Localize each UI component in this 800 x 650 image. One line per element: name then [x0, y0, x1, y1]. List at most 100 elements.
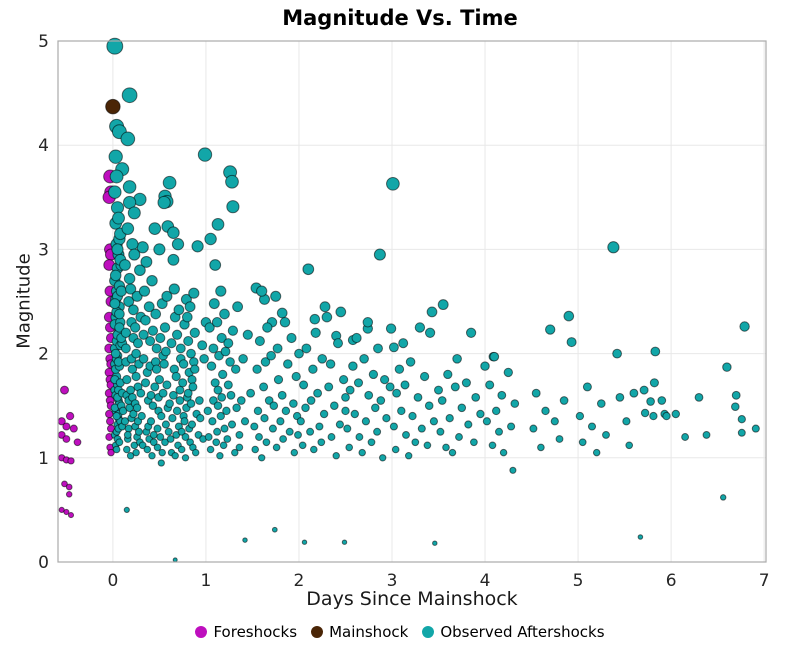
data-point-observed-aftershocks: [126, 238, 139, 251]
data-point-observed-aftershocks: [751, 424, 760, 433]
data-point-observed-aftershocks: [149, 430, 158, 439]
data-point-observed-aftershocks: [317, 438, 326, 447]
data-point-observed-aftershocks: [227, 420, 237, 429]
data-point-observed-aftershocks: [121, 222, 135, 235]
data-point-observed-aftershocks: [213, 427, 222, 436]
data-point-observed-aftershocks: [448, 448, 457, 457]
data-point-observed-aftershocks: [315, 422, 324, 431]
data-point-observed-aftershocks: [148, 222, 162, 235]
data-point-observed-aftershocks: [160, 346, 171, 357]
data-point-observed-aftershocks: [236, 396, 246, 405]
data-point-mainshock: [105, 98, 121, 115]
data-point-observed-aftershocks: [223, 435, 232, 443]
data-point-foreshocks: [107, 448, 115, 457]
data-point-observed-aftershocks: [138, 353, 149, 364]
data-point-observed-aftershocks: [134, 427, 143, 436]
data-point-observed-aftershocks: [259, 382, 269, 392]
data-point-observed-aftershocks: [148, 401, 158, 411]
data-point-observed-aftershocks: [285, 427, 294, 436]
data-point-observed-aftershocks: [211, 218, 225, 231]
data-point-observed-aftershocks: [195, 396, 204, 405]
data-point-observed-aftershocks: [164, 427, 173, 436]
data-point-observed-aftershocks: [445, 414, 454, 423]
data-point-observed-aftershocks: [181, 433, 190, 441]
data-point-observed-aftershocks: [639, 385, 649, 395]
data-point-observed-aftershocks: [731, 390, 741, 400]
data-point-observed-aftershocks: [112, 411, 121, 421]
data-point-observed-aftershocks: [132, 448, 140, 457]
data-point-observed-aftershocks: [220, 424, 229, 433]
data-point-observed-aftershocks: [158, 388, 168, 398]
x-tick-label: 7: [759, 571, 770, 591]
data-point-observed-aftershocks: [587, 422, 597, 431]
data-point-observed-aftershocks: [510, 399, 520, 408]
data-point-observed-aftershocks: [306, 427, 315, 436]
data-point-observed-aftershocks: [276, 417, 285, 426]
data-point-observed-aftershocks: [419, 371, 430, 382]
data-point-observed-aftershocks: [162, 380, 172, 390]
data-point-observed-aftershocks: [563, 310, 575, 322]
data-point-observed-aftershocks: [171, 329, 183, 340]
data-point-observed-aftershocks: [128, 304, 139, 316]
data-point-observed-aftershocks: [325, 359, 336, 369]
data-point-observed-aftershocks: [178, 378, 188, 388]
data-point-observed-aftershocks: [464, 420, 473, 429]
data-point-observed-aftershocks: [482, 417, 492, 426]
foreshocks-marker-icon: [195, 626, 208, 638]
data-point-observed-aftershocks: [408, 411, 417, 421]
data-point-observed-aftershocks: [184, 301, 196, 313]
data-point-observed-aftershocks: [138, 329, 149, 340]
data-point-observed-aftershocks: [341, 406, 350, 416]
data-point-observed-aftershocks: [400, 380, 410, 390]
data-point-observed-aftershocks: [172, 557, 178, 563]
data-point-observed-aftershocks: [341, 539, 348, 545]
legend-label: Foreshocks: [213, 623, 298, 641]
data-point-observed-aftershocks: [119, 259, 131, 271]
data-point-foreshocks: [61, 480, 68, 488]
data-point-observed-aftershocks: [168, 414, 177, 423]
data-point-observed-aftershocks: [413, 393, 423, 402]
data-point-observed-aftershocks: [279, 435, 288, 443]
data-point-observed-aftershocks: [196, 414, 205, 423]
data-point-foreshocks: [105, 417, 115, 426]
y-axis-label: Magnitude: [13, 253, 35, 349]
data-point-observed-aftershocks: [582, 382, 592, 392]
data-point-observed-aftershocks: [268, 424, 277, 433]
data-point-observed-aftershocks: [555, 435, 564, 443]
data-point-observed-aftershocks: [254, 336, 265, 347]
data-point-observed-aftershocks: [180, 417, 189, 426]
data-point-observed-aftershocks: [226, 390, 236, 400]
data-point-observed-aftershocks: [256, 285, 268, 297]
data-point-observed-aftershocks: [361, 417, 371, 426]
data-point-observed-aftershocks: [178, 359, 189, 369]
data-point-observed-aftershocks: [657, 396, 667, 405]
x-tick-label: 1: [201, 571, 212, 591]
data-point-observed-aftershocks: [301, 343, 312, 354]
data-point-observed-aftershocks: [417, 424, 426, 433]
data-point-observed-aftershocks: [424, 401, 434, 411]
data-point-observed-aftershocks: [146, 390, 156, 400]
data-point-observed-aftershocks: [335, 306, 347, 318]
data-point-observed-aftershocks: [204, 322, 215, 333]
data-point-observed-aftershocks: [308, 364, 318, 374]
data-point-observed-aftershocks: [120, 343, 131, 354]
data-point-observed-aftershocks: [319, 409, 329, 419]
x-tick-label: 3: [387, 571, 398, 591]
y-tick-label: 5: [38, 32, 49, 52]
data-point-observed-aftershocks: [437, 396, 447, 405]
data-point-observed-aftershocks: [260, 357, 271, 367]
observed-aftershocks-marker-icon: [422, 626, 435, 638]
data-point-observed-aftershocks: [123, 506, 130, 513]
data-point-observed-aftershocks: [262, 322, 273, 333]
y-tick-label: 0: [38, 553, 49, 573]
data-point-observed-aftershocks: [509, 466, 517, 474]
data-point-observed-aftershocks: [219, 441, 228, 450]
data-point-foreshocks: [67, 457, 75, 465]
data-point-observed-aftershocks: [130, 322, 141, 333]
data-point-observed-aftershocks: [306, 396, 316, 405]
data-point-observed-aftershocks: [213, 385, 223, 395]
data-point-observed-aftershocks: [151, 343, 162, 354]
data-point-observed-aftershocks: [166, 338, 177, 349]
data-point-observed-aftershocks: [452, 353, 462, 364]
data-point-observed-aftershocks: [109, 269, 122, 282]
